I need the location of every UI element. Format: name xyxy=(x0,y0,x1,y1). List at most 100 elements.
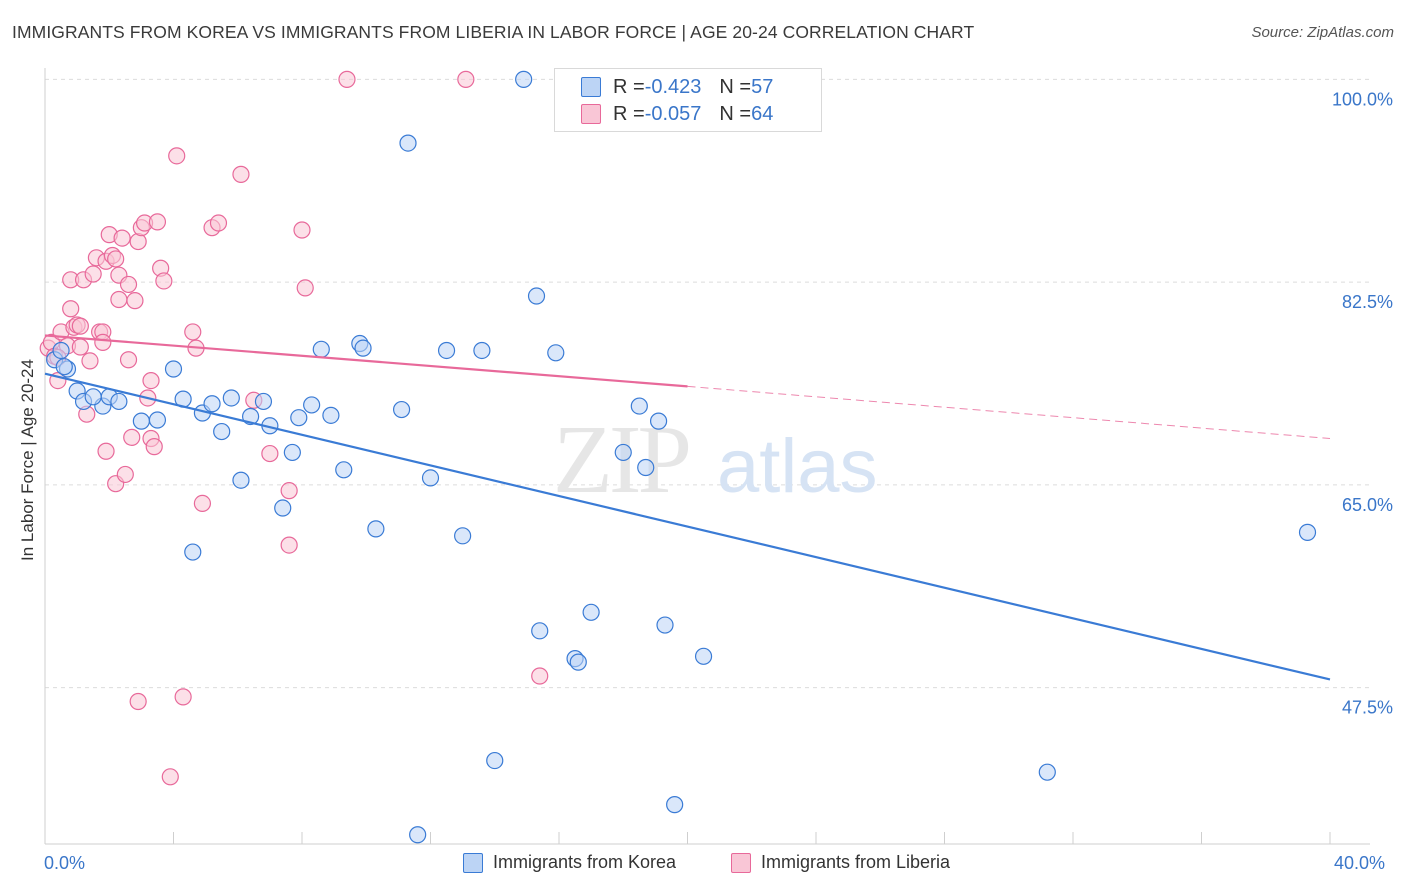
liberia-trend-extension xyxy=(687,385,1331,440)
liberia-point xyxy=(113,229,131,247)
liberia-point xyxy=(280,536,298,554)
series-legend-liberia: Immigrants from Liberia xyxy=(731,852,950,873)
liberia-point xyxy=(84,265,102,283)
liberia-point xyxy=(145,438,163,456)
liberia-point xyxy=(81,352,99,370)
korea-point xyxy=(132,412,150,430)
korea-point xyxy=(515,70,533,88)
legend-r-value-korea: -0.423 xyxy=(644,75,702,98)
y-tick-label: 82.5% xyxy=(1342,292,1393,312)
liberia-point xyxy=(123,428,141,446)
korea-point xyxy=(614,443,632,462)
watermark-atlas: atlas xyxy=(717,424,878,509)
legend-r-label: R = xyxy=(613,75,645,98)
korea-trend-line xyxy=(44,372,1331,681)
korea-point xyxy=(290,409,308,427)
korea-point xyxy=(213,422,231,441)
legend-row-liberia: R = -0.057 N = 64 xyxy=(581,101,773,127)
y-tick-labels: 47.5% 65.0% 82.5% 100.0% xyxy=(1332,89,1393,717)
korea-point xyxy=(1038,763,1056,781)
legend-swatch-korea xyxy=(581,77,601,97)
korea-point xyxy=(399,134,417,152)
liberia-point xyxy=(293,221,311,239)
korea-point xyxy=(222,389,240,407)
korea-point xyxy=(232,471,250,489)
series-legend: Immigrants from Korea Immigrants from Li… xyxy=(0,852,1406,878)
y-tick-label: 47.5% xyxy=(1342,698,1393,718)
liberia-point xyxy=(338,70,356,88)
korea-point xyxy=(254,392,273,411)
korea-point xyxy=(409,826,427,844)
liberia-point xyxy=(168,147,186,165)
liberia-point xyxy=(193,494,212,512)
liberia-point xyxy=(531,667,549,685)
korea-point xyxy=(84,388,102,406)
liberia-point xyxy=(71,338,89,356)
chart-title: IMMIGRANTS FROM KOREA VS IMMIGRANTS FROM… xyxy=(12,22,975,42)
korea-point xyxy=(392,400,411,419)
series-swatch-korea xyxy=(463,852,483,873)
korea-point xyxy=(283,443,301,462)
liberia-point xyxy=(97,442,115,460)
trend-lines xyxy=(44,334,1331,681)
korea-point xyxy=(335,461,353,479)
liberia-point xyxy=(129,692,147,711)
liberia-point xyxy=(261,444,279,463)
liberia-point xyxy=(148,213,167,231)
korea-point xyxy=(547,344,565,362)
korea-point xyxy=(322,406,340,424)
legend-r-value-liberia: -0.057 xyxy=(644,102,702,125)
liberia-point xyxy=(209,214,228,232)
korea-point xyxy=(1298,523,1317,541)
watermark: ZIP atlas xyxy=(553,406,878,514)
korea-point xyxy=(666,796,684,814)
korea-point xyxy=(110,392,128,411)
korea-point xyxy=(582,603,600,621)
korea-point xyxy=(164,360,183,378)
stats-legend: R = -0.423 N = 57 R = -0.057 N = 64 xyxy=(554,68,822,132)
legend-n-value-korea: 57 xyxy=(751,75,774,98)
source-label: Source: ZipAtlas.com xyxy=(1251,24,1394,41)
liberia-point xyxy=(232,165,250,183)
axes xyxy=(44,68,1370,845)
korea-point xyxy=(486,751,504,770)
legend-n-label: N = xyxy=(719,102,752,125)
legend-swatch-liberia xyxy=(581,104,601,124)
korea-point xyxy=(203,395,221,413)
korea-point xyxy=(421,469,440,487)
legend-n-label: N = xyxy=(719,75,752,98)
liberia-point xyxy=(71,317,89,335)
korea-point xyxy=(531,622,549,640)
liberia-point xyxy=(161,768,179,786)
korea-point xyxy=(694,647,713,665)
liberia-point xyxy=(94,333,112,351)
liberia-point xyxy=(107,250,125,268)
y-tick-label: 65.0% xyxy=(1342,495,1393,515)
y-tick-label: 100.0% xyxy=(1332,89,1393,109)
series-legend-korea: Immigrants from Korea xyxy=(463,852,676,873)
series-legend-korea-label: Immigrants from Korea xyxy=(493,852,677,872)
liberia-point xyxy=(280,482,298,500)
korea-point xyxy=(656,616,674,634)
liberia-point xyxy=(129,232,147,251)
liberia-point xyxy=(110,290,128,309)
korea-points xyxy=(46,70,1317,844)
korea-point xyxy=(303,396,321,414)
korea-point xyxy=(637,458,655,477)
korea-point xyxy=(649,412,668,430)
series-swatch-liberia xyxy=(731,852,751,873)
korea-point xyxy=(367,520,385,538)
korea-point xyxy=(473,341,491,360)
gridlines xyxy=(45,78,1370,689)
legend-n-value-liberia: 64 xyxy=(751,102,774,125)
liberia-points xyxy=(39,70,549,786)
series-legend-liberia-label: Immigrants from Liberia xyxy=(761,852,951,872)
liberia-point xyxy=(126,292,144,310)
liberia-point xyxy=(155,272,173,290)
liberia-point xyxy=(142,371,160,390)
liberia-point xyxy=(116,465,134,484)
liberia-point xyxy=(174,688,192,706)
liberia-point xyxy=(457,70,475,88)
korea-point xyxy=(454,527,472,545)
